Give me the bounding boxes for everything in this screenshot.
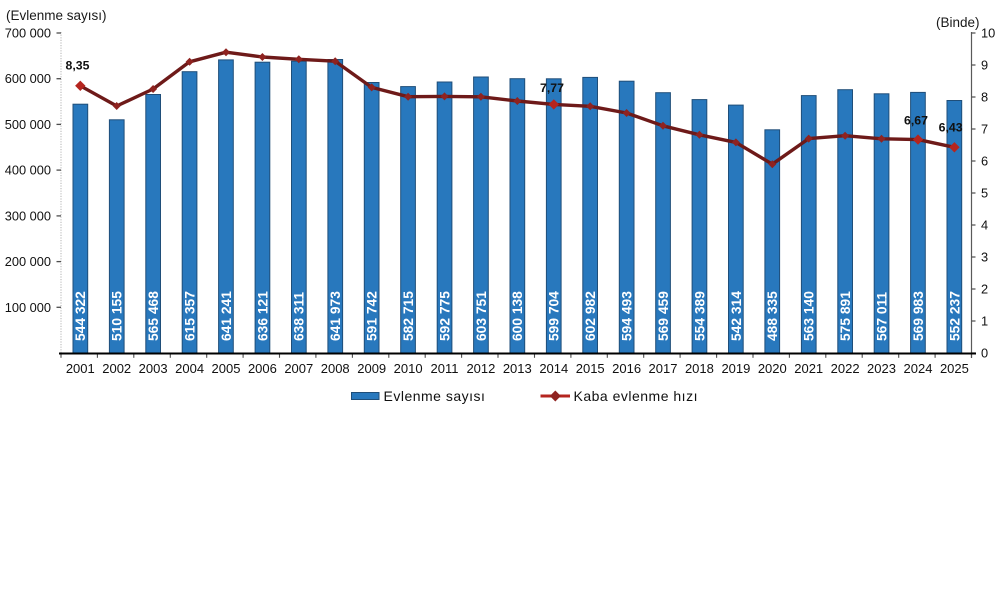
svg-text:2007: 2007 bbox=[284, 361, 313, 376]
svg-text:2010: 2010 bbox=[394, 361, 423, 376]
svg-text:3: 3 bbox=[981, 250, 988, 265]
svg-text:2018: 2018 bbox=[685, 361, 714, 376]
svg-text:6,43: 6,43 bbox=[939, 121, 963, 135]
svg-text:2021: 2021 bbox=[794, 361, 823, 376]
svg-text:6,67: 6,67 bbox=[904, 114, 928, 128]
svg-text:2004: 2004 bbox=[175, 361, 204, 376]
svg-text:567 011: 567 011 bbox=[874, 292, 889, 341]
svg-text:552 237: 552 237 bbox=[947, 291, 962, 341]
svg-text:7,77: 7,77 bbox=[540, 81, 564, 95]
svg-text:10: 10 bbox=[981, 26, 995, 41]
svg-text:1: 1 bbox=[981, 314, 988, 329]
svg-text:Evlenme sayısı: Evlenme sayısı bbox=[384, 388, 486, 404]
svg-text:592 775: 592 775 bbox=[437, 291, 452, 341]
svg-text:641 973: 641 973 bbox=[328, 291, 343, 341]
svg-text:2022: 2022 bbox=[831, 361, 860, 376]
svg-text:594 493: 594 493 bbox=[620, 291, 635, 341]
svg-text:2024: 2024 bbox=[904, 361, 933, 376]
svg-text:565 468: 565 468 bbox=[146, 291, 161, 341]
svg-text:8: 8 bbox=[981, 90, 988, 105]
svg-text:554 389: 554 389 bbox=[692, 291, 707, 341]
svg-text:2006: 2006 bbox=[248, 361, 277, 376]
svg-text:7: 7 bbox=[981, 122, 988, 137]
svg-text:2016: 2016 bbox=[612, 361, 641, 376]
svg-text:2005: 2005 bbox=[212, 361, 241, 376]
svg-text:5: 5 bbox=[981, 186, 988, 201]
svg-text:2014: 2014 bbox=[539, 361, 568, 376]
svg-text:0: 0 bbox=[981, 346, 988, 361]
svg-text:2001: 2001 bbox=[66, 361, 95, 376]
svg-text:602 982: 602 982 bbox=[583, 291, 598, 341]
svg-text:300 000: 300 000 bbox=[5, 208, 51, 223]
svg-text:2008: 2008 bbox=[321, 361, 350, 376]
svg-text:636 121: 636 121 bbox=[255, 291, 270, 341]
svg-text:641 241: 641 241 bbox=[219, 291, 234, 341]
svg-text:2012: 2012 bbox=[466, 361, 495, 376]
svg-text:599 704: 599 704 bbox=[547, 291, 562, 341]
svg-text:2020: 2020 bbox=[758, 361, 787, 376]
svg-text:603 751: 603 751 bbox=[474, 291, 489, 341]
svg-text:2023: 2023 bbox=[867, 361, 896, 376]
svg-text:700 000: 700 000 bbox=[5, 26, 51, 41]
svg-text:(Evlenme sayısı): (Evlenme sayısı) bbox=[6, 8, 107, 23]
svg-text:2: 2 bbox=[981, 282, 988, 297]
svg-text:2011: 2011 bbox=[431, 361, 459, 376]
svg-text:8,35: 8,35 bbox=[66, 59, 90, 73]
svg-text:488 335: 488 335 bbox=[765, 291, 780, 341]
svg-text:569 459: 569 459 bbox=[656, 291, 671, 341]
svg-text:510 155: 510 155 bbox=[110, 291, 125, 341]
svg-text:569 983: 569 983 bbox=[911, 291, 926, 341]
svg-text:(Binde): (Binde) bbox=[936, 15, 980, 30]
svg-text:2017: 2017 bbox=[649, 361, 678, 376]
svg-text:591 742: 591 742 bbox=[365, 291, 380, 341]
svg-text:400 000: 400 000 bbox=[5, 163, 51, 178]
svg-text:2019: 2019 bbox=[721, 361, 750, 376]
svg-text:9: 9 bbox=[981, 58, 988, 73]
svg-text:638 311: 638 311 bbox=[292, 292, 307, 341]
svg-text:544 322: 544 322 bbox=[73, 291, 88, 341]
svg-text:575 891: 575 891 bbox=[838, 291, 853, 341]
svg-text:582 715: 582 715 bbox=[401, 291, 416, 341]
svg-text:563 140: 563 140 bbox=[802, 291, 817, 341]
svg-text:600 000: 600 000 bbox=[5, 71, 51, 86]
svg-text:6: 6 bbox=[981, 154, 988, 169]
svg-text:2002: 2002 bbox=[102, 361, 131, 376]
svg-text:4: 4 bbox=[981, 218, 988, 233]
svg-text:542 314: 542 314 bbox=[729, 291, 744, 341]
svg-text:2009: 2009 bbox=[357, 361, 386, 376]
svg-text:2003: 2003 bbox=[139, 361, 168, 376]
svg-text:600 138: 600 138 bbox=[510, 291, 525, 341]
svg-text:615 357: 615 357 bbox=[183, 291, 198, 341]
svg-text:500 000: 500 000 bbox=[5, 117, 51, 132]
svg-text:2013: 2013 bbox=[503, 361, 532, 376]
svg-text:2015: 2015 bbox=[576, 361, 605, 376]
svg-text:Kaba evlenme hızı: Kaba evlenme hızı bbox=[574, 388, 698, 404]
svg-text:100 000: 100 000 bbox=[5, 300, 51, 315]
svg-text:200 000: 200 000 bbox=[5, 254, 51, 269]
svg-text:2025: 2025 bbox=[940, 361, 969, 376]
